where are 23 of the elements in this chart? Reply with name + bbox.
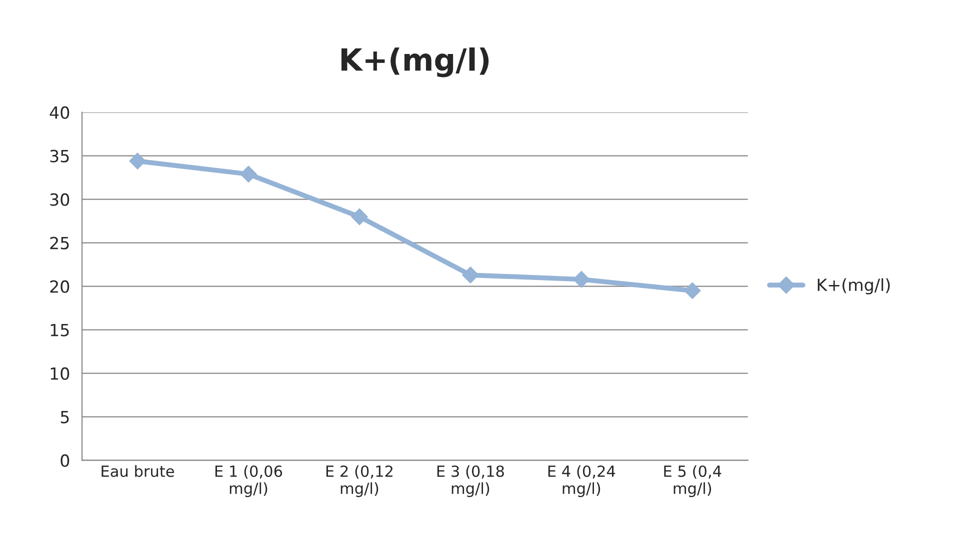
- x-tick-label: E 1 (0,06 mg/l): [215, 465, 282, 498]
- point: [462, 266, 479, 284]
- point: [573, 270, 590, 288]
- y-tick-label: 35: [50, 150, 69, 162]
- x-tick-label: E 3 (0,18 mg/l): [437, 465, 504, 498]
- y-tick-label: 25: [50, 236, 69, 250]
- y-tick-label: 30: [50, 193, 70, 206]
- x-tick-label: Eau brute: [102, 465, 174, 478]
- point: [129, 152, 146, 170]
- point: [684, 282, 701, 300]
- legend-label: K+(mg/l): [818, 278, 890, 294]
- x-tick-label: E 4 (0,24 mg/l): [548, 465, 616, 498]
- x-tick-label: E 2 (0,12 mg/l): [326, 465, 392, 498]
- y-tick-label: 5: [60, 411, 69, 424]
- y-tick-label: 0: [60, 454, 70, 467]
- x-tick-label: E 5 (0,4 mg/l): [664, 465, 722, 498]
- point: [240, 166, 257, 182]
- y-tick-label: 40: [50, 106, 70, 119]
- y-tick-label: 20: [50, 280, 70, 293]
- y-tick-label: 15: [50, 324, 69, 336]
- y-tick-label: 10: [50, 367, 70, 380]
- chart-title: K+(mg/l): [341, 47, 489, 78]
- point: [351, 208, 368, 226]
